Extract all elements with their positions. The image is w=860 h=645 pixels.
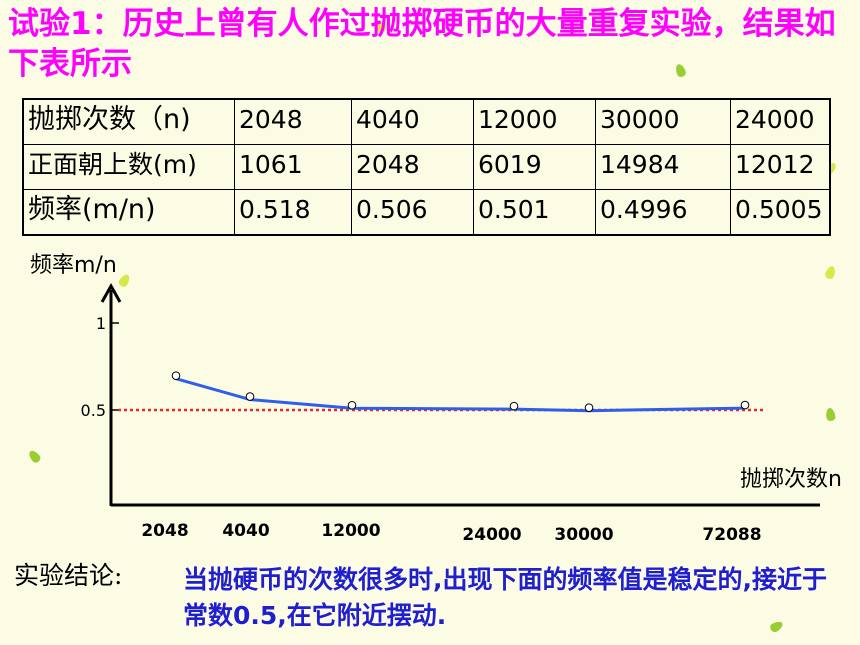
table-cell: 0.4996 (595, 189, 731, 236)
table-cell: 12012 (730, 144, 831, 190)
y-tick-label: 1 (96, 314, 106, 333)
y-axis-arrow (100, 282, 122, 303)
row-header: 正面朝上数(m) (22, 144, 235, 190)
table-cell: 2048 (351, 144, 474, 190)
x-tick-label: 2048 (141, 521, 188, 541)
data-point (171, 371, 181, 380)
row-header: 抛掷次数（n) (22, 98, 235, 145)
data-point (509, 401, 519, 411)
slide-title: 试验1：历史上曾有人作过抛掷硬币的大量重复实验，结果如下表所示 (8, 6, 836, 82)
conclusion-text: 当抛硬币的次数很多时,出现下面的频率值是稳定的,接近于常数0.5,在它附近摆动. (183, 565, 827, 630)
y-axis-label: 频率m/n (30, 253, 117, 278)
table-cell: 4040 (351, 98, 474, 145)
table-row: 抛掷次数（n) 2048 4040 12000 30000 24000 (22, 98, 831, 145)
data-point (584, 403, 594, 412)
table-cell: 14984 (595, 144, 731, 190)
x-axis-label: 抛掷次数n (740, 467, 842, 492)
table-cell: 24000 (730, 98, 831, 145)
data-point (245, 392, 255, 401)
table-cell: 0.518 (234, 189, 352, 236)
series-line (175, 377, 746, 413)
x-tick-label: 72088 (702, 525, 761, 545)
data-point (347, 400, 357, 410)
frequency-chart: 频率m/n 抛掷次数n 10.5 2048 4040 12000 24000 30000… (30, 253, 842, 545)
chart-axes (100, 282, 820, 507)
x-tick-label: 24000 (462, 525, 521, 545)
table-cell: 0.501 (473, 189, 596, 236)
table-row: 频率(m/n) 0.518 0.506 0.501 0.4996 0.5005 (22, 189, 831, 236)
table-cell: 6019 (473, 144, 596, 190)
table-cell: 0.5005 (730, 189, 831, 236)
x-tick-label: 4040 (222, 521, 269, 541)
table-row: 正面朝上数(m) 1061 2048 6019 14984 12012 (22, 144, 831, 190)
data-point (740, 400, 750, 410)
y-ticks: 10.5 (81, 314, 119, 420)
x-tick-label: 12000 (321, 521, 380, 541)
x-tick-label: 30000 (554, 525, 613, 545)
table-cell: 30000 (595, 98, 731, 145)
conclusion-label: 实验结论: (14, 561, 123, 590)
table-cell: 0.506 (351, 189, 474, 236)
table-cell: 2048 (234, 98, 352, 145)
table-cell: 12000 (473, 98, 596, 145)
x-tick-labels: 2048 4040 12000 24000 30000 72088 (141, 521, 761, 545)
row-header: 频率(m/n) (22, 189, 235, 236)
y-tick-label: 0.5 (81, 401, 106, 420)
results-table: 抛掷次数（n) 2048 4040 12000 30000 24000 正面朝上… (22, 98, 831, 236)
data-points (171, 371, 750, 412)
table-cell: 1061 (234, 144, 352, 190)
